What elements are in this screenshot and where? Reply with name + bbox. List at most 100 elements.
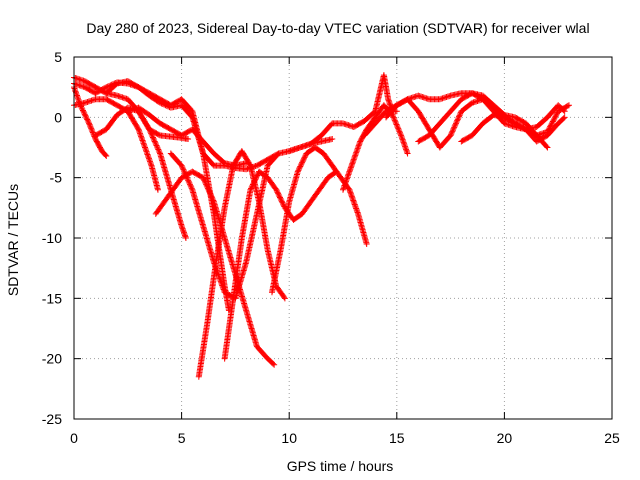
data-point	[184, 176, 191, 183]
data-point	[270, 360, 277, 367]
data-point	[155, 99, 162, 106]
data-point	[299, 159, 306, 166]
data-point	[363, 241, 370, 248]
data-point	[449, 128, 456, 135]
data-point	[281, 294, 288, 301]
data-point	[250, 180, 257, 187]
data-point	[273, 186, 280, 193]
y-tick-label: -15	[42, 290, 62, 306]
data-point	[186, 181, 193, 188]
data-point	[208, 193, 215, 200]
data-point	[209, 196, 216, 203]
data-point	[392, 118, 399, 125]
data-point	[560, 115, 567, 122]
data-point	[185, 136, 192, 143]
x-tick-label: 5	[178, 430, 186, 446]
data-point	[276, 193, 283, 200]
data-point	[154, 145, 161, 152]
data-point	[210, 197, 217, 204]
y-tick-label: 5	[54, 49, 62, 65]
data-point	[457, 110, 464, 117]
data-point	[88, 126, 95, 133]
data-point	[183, 174, 190, 181]
data-point	[110, 81, 117, 88]
x-axis-label: GPS time / hours	[287, 458, 394, 474]
series-track-9	[167, 150, 282, 302]
data-point	[561, 108, 568, 115]
data-point	[151, 138, 158, 145]
x-tick-label: 10	[281, 430, 297, 446]
data-point	[86, 121, 93, 128]
data-point	[79, 106, 86, 113]
data-point	[150, 135, 157, 142]
data-point	[158, 100, 165, 107]
data-point	[251, 178, 258, 185]
data-point	[104, 83, 111, 90]
grid-lines	[74, 57, 612, 419]
data-point	[298, 160, 305, 167]
data-point	[275, 150, 282, 157]
data-point	[548, 121, 555, 128]
data-point	[296, 166, 303, 173]
data-point	[393, 108, 400, 115]
y-tick-label: 0	[54, 109, 62, 125]
data-point	[274, 189, 281, 196]
x-tick-label: 20	[497, 430, 513, 446]
data-point	[203, 181, 210, 188]
data-point	[276, 194, 283, 201]
data-point	[294, 168, 301, 175]
data-point	[86, 120, 93, 127]
data-point	[87, 124, 94, 131]
data-point	[281, 295, 288, 302]
data-point	[165, 103, 172, 110]
data-point	[456, 112, 463, 119]
data-point	[188, 184, 195, 191]
data-point	[547, 122, 554, 129]
data-point	[561, 114, 568, 121]
data-point	[246, 161, 253, 168]
data-point	[152, 141, 159, 148]
data-point	[185, 177, 192, 184]
y-tick-label: -5	[50, 170, 63, 186]
series-track-2	[71, 96, 161, 193]
data-point	[201, 177, 208, 184]
data-point	[301, 154, 308, 161]
data-point	[454, 117, 461, 124]
y-tick-label: -20	[42, 351, 62, 367]
series-track-1	[71, 84, 110, 159]
data-point	[182, 235, 189, 241]
data-point	[154, 186, 161, 193]
data-point	[564, 102, 571, 109]
series-track-18	[458, 102, 568, 145]
data-point	[183, 173, 190, 180]
data-point	[102, 84, 109, 91]
data-point	[181, 169, 188, 176]
data-point	[278, 198, 285, 205]
data-point	[207, 190, 214, 197]
data-point	[103, 84, 110, 91]
data-point	[395, 125, 402, 132]
data-point	[201, 178, 208, 185]
x-tick-label: 15	[389, 430, 405, 446]
data-point	[157, 99, 164, 106]
series-track-10	[195, 148, 288, 380]
data-point	[300, 155, 307, 162]
data-point	[299, 158, 306, 165]
data-point	[551, 114, 558, 121]
data-point	[297, 162, 304, 169]
data-point	[202, 180, 209, 187]
data-point	[84, 117, 91, 124]
data-point	[84, 116, 91, 123]
data-point	[404, 150, 411, 157]
data-point	[111, 80, 118, 87]
data-point	[89, 128, 96, 135]
data-point	[161, 101, 168, 108]
data-point	[163, 102, 170, 109]
data-point	[159, 101, 166, 108]
data-point	[251, 177, 258, 184]
data-point	[278, 197, 285, 204]
data-point	[300, 156, 307, 163]
data-point	[392, 120, 399, 127]
data-point	[80, 108, 87, 115]
